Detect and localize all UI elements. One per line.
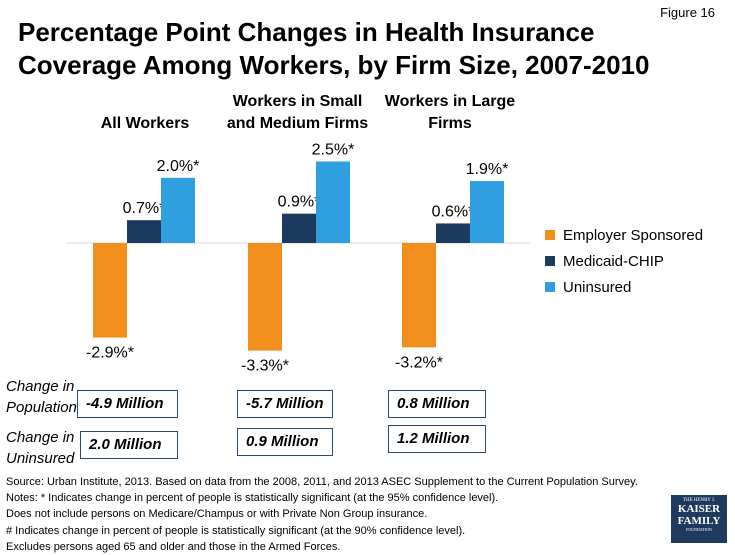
data-label-employer-large-firms: -3.2%* xyxy=(395,354,443,371)
logo-line4: FOUNDATION xyxy=(686,527,712,532)
legend-item-employer: Employer Sponsored xyxy=(545,222,703,248)
uninsured-box-large: 1.2 Million xyxy=(388,425,486,453)
group-title-all-text: All Workers xyxy=(100,115,190,132)
data-label-medicaid-large-firms: 0.6%* xyxy=(432,203,475,220)
row-label-uninsured: Change in Uninsured xyxy=(6,427,74,469)
population-box-large: 0.8 Million xyxy=(388,390,486,418)
data-label-medicaid-small-medium: 0.9%* xyxy=(278,194,321,211)
bar-medicaid-all-workers xyxy=(127,220,161,243)
figure-label: Figure 16 xyxy=(660,5,715,20)
row-label-uninsured-line2: Uninsured xyxy=(6,450,75,467)
row-label-population: Change in Population xyxy=(6,376,77,418)
bar-employer-small-medium xyxy=(248,243,282,351)
data-label-uninsured-all-workers: 2.0%* xyxy=(157,158,200,175)
legend-item-medicaid: Medicaid-CHIP xyxy=(545,248,703,274)
note-line: Excludes persons aged 65 and older and t… xyxy=(6,540,341,553)
group-title-small-line1: Workers in Small xyxy=(232,93,363,110)
bar-employer-all-workers xyxy=(93,243,127,338)
legend-swatch-employer xyxy=(545,230,555,240)
bar-medicaid-large-firms xyxy=(436,223,470,243)
data-label-medicaid-all-workers: 0.7%* xyxy=(123,200,166,217)
population-box-all: -4.9 Million xyxy=(77,390,178,418)
row-label-population-line2: Population xyxy=(6,399,77,416)
data-label-employer-all-workers: -2.9%* xyxy=(86,345,134,362)
bar-chart: -2.9%* -3.3%* -3.2%* 0.7%* 0.9%* 0.6%* 2.0%* 2.… xyxy=(66,142,530,375)
legend-item-uninsured: Uninsured xyxy=(545,274,703,300)
uninsured-box-small: 0.9 Million xyxy=(237,428,333,456)
legend-label-employer: Employer Sponsored xyxy=(563,226,704,244)
group-title-small-medium: Workers in Small and Medium Firms xyxy=(215,91,380,135)
legend-label-uninsured: Uninsured xyxy=(563,278,632,296)
logo-line1: THE HENRY J. xyxy=(682,498,716,503)
source-notes: Source: Urban Institute, 2013. Based on … xyxy=(6,474,666,555)
group-title-large-line1: Workers in Large xyxy=(384,93,516,110)
note-line: Does not include persons on Medicare/Cha… xyxy=(6,508,428,521)
bar-employer-large-firms xyxy=(402,243,436,348)
chart-legend: Employer Sponsored Medicaid-CHIP Uninsur… xyxy=(545,222,703,300)
legend-swatch-medicaid xyxy=(545,256,555,266)
row-label-population-line1: Change in xyxy=(6,378,75,395)
bar-medicaid-small-medium xyxy=(282,213,316,243)
legend-label-medicaid: Medicaid-CHIP xyxy=(563,252,664,270)
note-line: Notes: * Indicates change in percent of … xyxy=(6,492,499,505)
group-title-large: Workers in Large Firms xyxy=(380,91,520,135)
data-label-employer-small-medium: -3.3%* xyxy=(241,358,289,375)
group-title-small-line2: and Medium Firms xyxy=(226,115,369,132)
bar-uninsured-all-workers xyxy=(161,177,195,243)
bar-uninsured-large-firms xyxy=(470,181,504,243)
group-title-all-workers: All Workers xyxy=(90,113,200,135)
note-line: # Indicates change in percent of people … xyxy=(6,524,466,537)
uninsured-box-all: 2.0 Million xyxy=(80,431,178,459)
population-box-small: -5.7 Million xyxy=(237,390,333,418)
logo-line3: FAMILY xyxy=(677,515,721,527)
bar-uninsured-small-medium xyxy=(316,161,350,243)
chart-title: Percentage Point Changes in Health Insur… xyxy=(18,17,650,80)
row-label-uninsured-line1: Change in xyxy=(6,429,75,446)
legend-swatch-uninsured xyxy=(545,282,555,292)
data-label-uninsured-small-medium: 2.5%* xyxy=(312,142,355,159)
logo-line2: KAISER xyxy=(677,503,721,515)
group-title-large-line2: Firms xyxy=(428,115,472,132)
kaiser-logo: THE HENRY J. KAISER FAMILY FOUNDATION xyxy=(671,495,727,543)
note-line: Source: Urban Institute, 2013. Based on … xyxy=(6,476,638,488)
data-label-uninsured-large-firms: 1.9%* xyxy=(466,161,509,178)
